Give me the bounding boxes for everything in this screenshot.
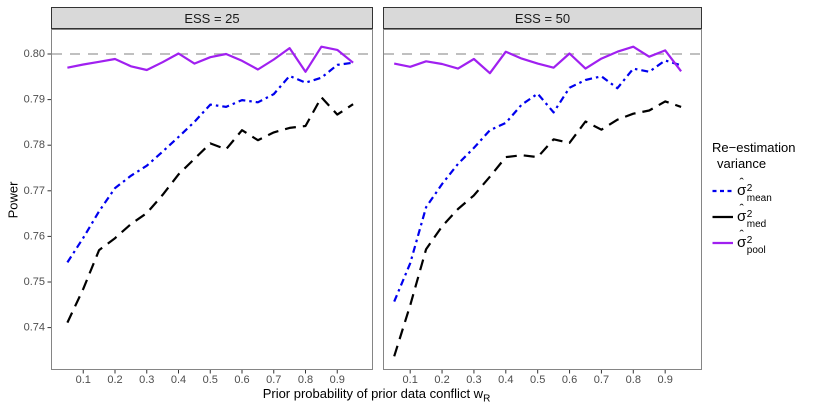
x-tick-label: 0.6	[234, 374, 249, 386]
legend-item-mean: σ ˆ 2 mean	[712, 175, 828, 204]
legend-label-sigma2-pool: σ ˆ 2 pool	[737, 227, 766, 256]
x-tick-label: 0.4	[498, 374, 513, 386]
hat-accent: ˆ	[739, 175, 744, 190]
legend-key-line-pool	[712, 241, 733, 245]
legend-title-line1: Re−estimation	[712, 140, 796, 155]
x-tick-label: 0.2	[107, 374, 122, 386]
x-tick-label: 0.3	[466, 374, 481, 386]
legend-label-sigma2-med: σ ˆ 2 med	[737, 201, 767, 230]
x-tick-label: 0.5	[203, 374, 218, 386]
sigma-exponent-subscript: 2 mean	[746, 183, 772, 204]
y-axis: 0.74 0.75 0.76 0.77 0.78 0.79 0.80	[24, 48, 51, 334]
y-tick-label: 0.79	[24, 94, 45, 106]
legend-title: Re−estimation variance	[712, 140, 828, 172]
legend: Re−estimation variance σ ˆ 2 mean σ ˆ 2 med σ ˆ 2 p…	[712, 140, 828, 256]
legend-key-line-mean	[712, 189, 733, 193]
x-axis-title-text: Prior probability of prior data conflict…	[262, 386, 484, 401]
legend-item-pool: σ ˆ 2 pool	[712, 227, 828, 256]
x-tick-label: 0.2	[434, 374, 449, 386]
legend-item-med: σ ˆ 2 med	[712, 201, 828, 230]
x-tick-label: 0.1	[403, 374, 418, 386]
x-axis-title: Prior probability of prior data conflict…	[51, 386, 702, 405]
sigma-exponent-subscript: 2 pool	[746, 235, 766, 256]
legend-label-sigma2-mean: σ ˆ 2 mean	[737, 175, 772, 204]
facet-strip-label: ESS = 25	[184, 10, 240, 26]
y-tick-label: 0.78	[24, 139, 45, 151]
x-tick-label: 0.3	[139, 374, 154, 386]
x-tick-label: 0.7	[266, 374, 281, 386]
sigma-exponent-subscript: 2 med	[746, 209, 767, 230]
hat-accent: ˆ	[739, 201, 744, 216]
x-tick-label: 0.9	[658, 374, 673, 386]
y-axis-title: Power	[5, 181, 21, 219]
x-tick-label: 0.1	[76, 374, 91, 386]
facet-strip-ess-50: ESS = 50	[383, 7, 702, 29]
legend-items: σ ˆ 2 mean σ ˆ 2 med σ ˆ 2 pool	[712, 175, 828, 256]
y-tick-label: 0.75	[24, 276, 45, 288]
legend-title-line2: variance	[717, 156, 767, 171]
x-tick-label: 0.6	[562, 374, 577, 386]
y-tick-label: 0.80	[24, 48, 45, 60]
facet-strip-ess-25: ESS = 25	[51, 7, 373, 29]
y-tick-label: 0.77	[24, 185, 45, 197]
x-tick-label: 0.4	[171, 374, 186, 386]
hat-accent: ˆ	[739, 227, 744, 242]
x-tick-label: 0.5	[530, 374, 545, 386]
x-tick-label: 0.7	[594, 374, 609, 386]
x-tick-label: 0.8	[626, 374, 641, 386]
plot-panel-left	[51, 29, 373, 370]
x-axis-title-subscript: R	[483, 393, 491, 405]
legend-key-line-med	[712, 215, 733, 219]
y-tick-label: 0.76	[24, 230, 45, 242]
facet-strip-label: ESS = 50	[514, 10, 571, 26]
plot-panel-right	[383, 29, 702, 370]
x-tick-label: 0.8	[298, 374, 313, 386]
x-tick-label: 0.9	[330, 374, 345, 386]
y-tick-label: 0.74	[24, 322, 45, 334]
